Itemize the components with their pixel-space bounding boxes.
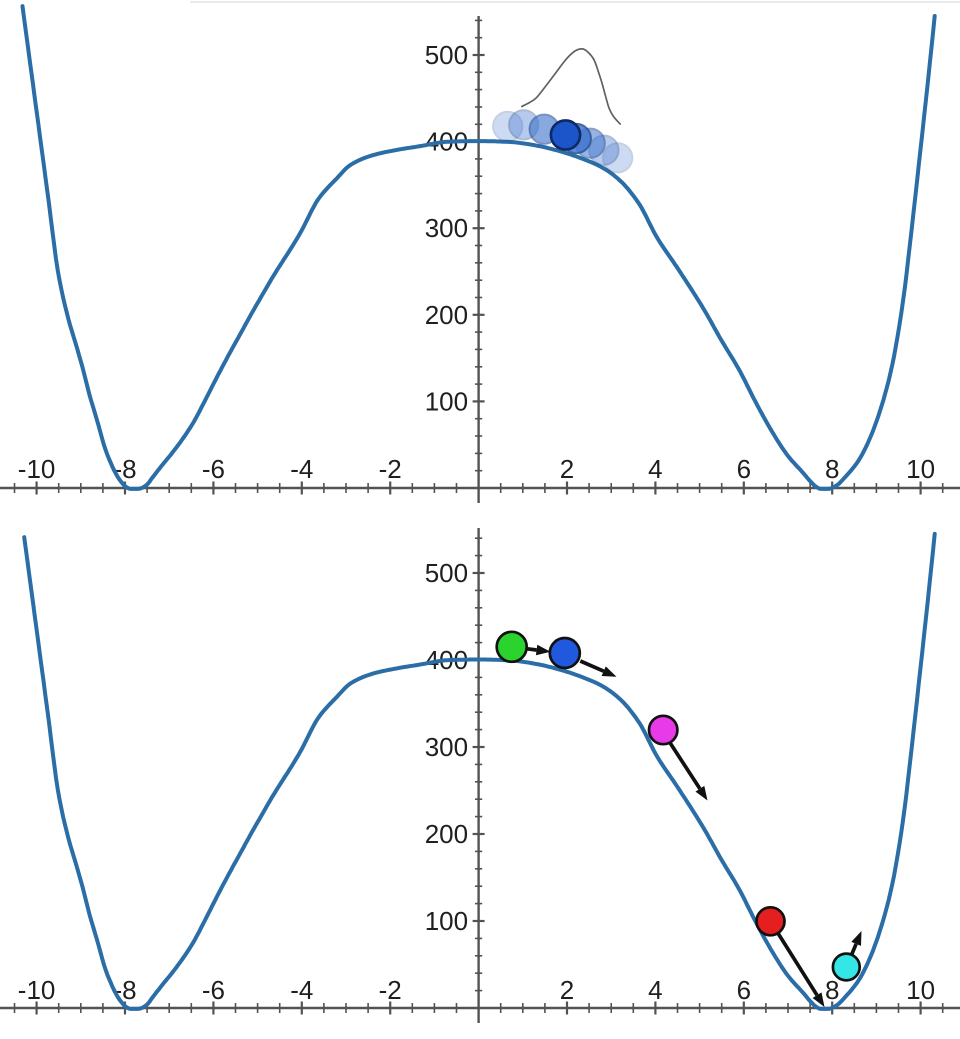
svg-text:8: 8 [825,975,839,1005]
svg-text:-10: -10 [18,975,56,1005]
svg-text:200: 200 [425,819,468,849]
svg-text:500: 500 [425,40,468,70]
svg-text:500: 500 [425,558,468,588]
svg-text:100: 100 [425,386,468,416]
svg-text:8: 8 [825,454,839,484]
svg-text:4: 4 [648,454,662,484]
svg-text:10: 10 [906,975,935,1005]
svg-text:300: 300 [425,732,468,762]
svg-text:100: 100 [425,906,468,936]
svg-text:10: 10 [906,454,935,484]
svg-text:6: 6 [737,975,751,1005]
svg-text:-4: -4 [290,454,313,484]
svg-text:300: 300 [425,213,468,243]
svg-text:2: 2 [560,975,574,1005]
svg-text:-2: -2 [379,454,402,484]
svg-text:-8: -8 [113,454,136,484]
svg-text:-8: -8 [113,975,136,1005]
svg-text:200: 200 [425,300,468,330]
svg-text:-10: -10 [18,454,56,484]
svg-text:-6: -6 [202,454,225,484]
svg-text:-6: -6 [202,975,225,1005]
svg-text:4: 4 [648,975,662,1005]
svg-text:2: 2 [560,454,574,484]
svg-text:6: 6 [737,454,751,484]
svg-text:-2: -2 [379,975,402,1005]
svg-text:-4: -4 [290,975,313,1005]
